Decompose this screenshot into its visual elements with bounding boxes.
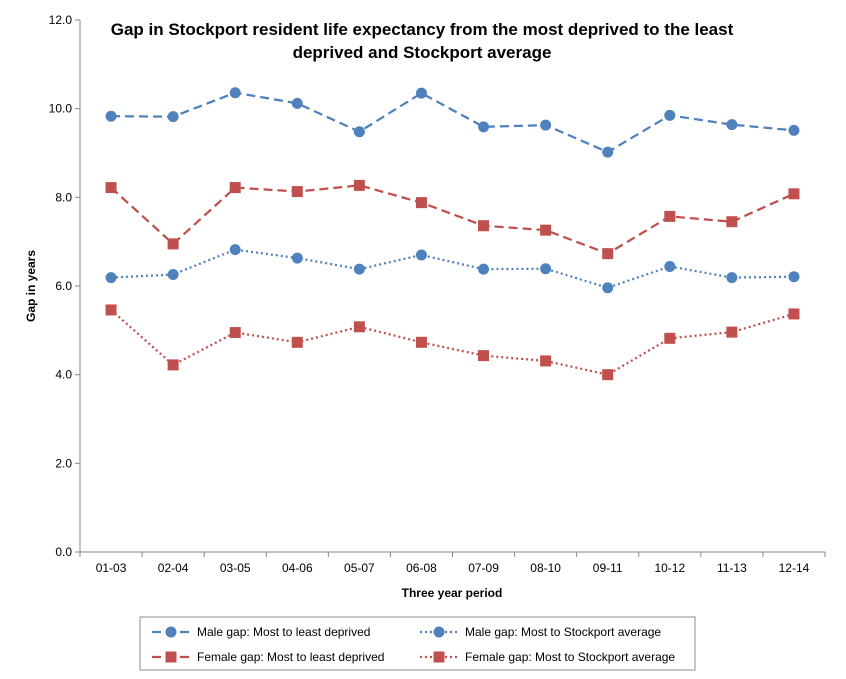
x-tick-label: 01-03 (96, 561, 127, 575)
legend-item: Male gap: Most to Stockport average (420, 625, 661, 639)
y-tick-label: 8.0 (55, 190, 72, 204)
x-tick-labels: 01-03 02-04 03-05 04-06 05-07 06-08 07-09 08-10… (96, 561, 810, 575)
series-line (110, 309, 795, 376)
legend-swatch-marker (165, 651, 177, 663)
data-point (105, 182, 117, 194)
data-point (726, 119, 738, 131)
legend: Male gap: Most to least deprived Female g… (139, 616, 696, 671)
chart-title-line-2: deprived and Stockport average (293, 43, 552, 62)
data-point (291, 252, 303, 264)
series-3 (105, 244, 800, 294)
legend-item: Female gap: Most to Stockport average (420, 650, 675, 664)
data-point (415, 197, 427, 209)
data-point (291, 336, 303, 348)
data-point (229, 182, 241, 194)
x-tick-label: 05-07 (344, 561, 375, 575)
legend-label: Female gap: Most to least deprived (197, 650, 384, 664)
legend-swatch-marker (165, 626, 177, 638)
data-point (105, 272, 117, 284)
legend-label: Male gap: Most to Stockport average (465, 625, 661, 639)
data-point (602, 282, 614, 294)
data-point (602, 146, 614, 158)
data-point (664, 332, 676, 344)
y-tick-label: 2.0 (55, 456, 72, 470)
y-tick-label: 4.0 (55, 368, 72, 382)
x-tick-label: 02-04 (158, 561, 189, 575)
data-point (478, 350, 490, 362)
x-tick-label: 10-12 (654, 561, 685, 575)
x-tick-label: 07-09 (468, 561, 499, 575)
data-point (415, 249, 427, 261)
data-point (167, 111, 179, 123)
data-point (726, 216, 738, 228)
y-tick-label: 6.0 (55, 279, 72, 293)
x-tick-label: 06-08 (406, 561, 437, 575)
x-tick-label: 11-13 (717, 561, 747, 575)
series-line (110, 248, 794, 289)
data-point (167, 268, 179, 280)
data-point (664, 210, 676, 222)
data-point (540, 224, 552, 236)
data-point (229, 87, 241, 99)
data-point (291, 97, 303, 109)
legend-box (139, 616, 696, 671)
data-point (664, 260, 676, 272)
data-point (415, 87, 427, 99)
legend-label: Female gap: Most to Stockport average (465, 650, 675, 664)
data-point (788, 124, 800, 136)
y-tick-labels: 0.0 2.0 4.0 6.0 8.0 10.0 12.0 (49, 13, 73, 559)
legend-items: Male gap: Most to least deprived Female g… (152, 625, 675, 664)
data-point (602, 248, 614, 260)
x-tick-label: 04-06 (282, 561, 313, 575)
y-tick-label: 12.0 (49, 13, 73, 27)
x-tick-label: 09-11 (593, 561, 623, 575)
chart-title-line-1: Gap in Stockport resident life expectanc… (111, 20, 734, 39)
data-point (788, 308, 800, 320)
data-point (353, 263, 365, 275)
legend-swatch-marker (433, 651, 445, 663)
legend-item: Female gap: Most to least deprived (152, 650, 384, 664)
data-point (664, 109, 676, 121)
legend-label: Male gap: Most to least deprived (197, 625, 370, 639)
y-axis-title: Gap in years (24, 250, 38, 322)
series-4 (105, 304, 800, 381)
data-point (540, 119, 552, 131)
data-point (788, 188, 800, 200)
data-point (540, 355, 552, 367)
data-point (353, 321, 365, 333)
y-tick-label: 10.0 (49, 102, 73, 116)
x-tick-label: 03-05 (220, 561, 251, 575)
x-tick-label: 08-10 (530, 561, 561, 575)
data-point (726, 272, 738, 284)
series-2 (105, 179, 800, 260)
data-point (478, 121, 490, 133)
data-point (353, 179, 365, 191)
data-point (229, 244, 241, 256)
legend-item: Male gap: Most to least deprived (152, 625, 370, 639)
data-point (353, 126, 365, 138)
data-point (229, 327, 241, 339)
x-tick-label: 12-14 (779, 561, 810, 575)
data-point (726, 326, 738, 338)
x-axis-title: Three year period (402, 586, 503, 600)
data-point (167, 238, 179, 250)
data-point (105, 110, 117, 122)
data-point (105, 304, 117, 316)
series-layer (105, 87, 800, 381)
data-point (291, 186, 303, 198)
data-point (602, 369, 614, 381)
data-point (167, 359, 179, 371)
y-tick-label: 0.0 (55, 545, 72, 559)
data-point (478, 220, 490, 232)
data-point (540, 263, 552, 275)
legend-swatch-marker (433, 626, 445, 638)
data-point (478, 263, 490, 275)
data-point (415, 336, 427, 348)
series-1 (105, 87, 800, 158)
data-point (788, 271, 800, 283)
series-line (110, 184, 795, 255)
series-line (111, 91, 795, 154)
axes (75, 19, 826, 557)
